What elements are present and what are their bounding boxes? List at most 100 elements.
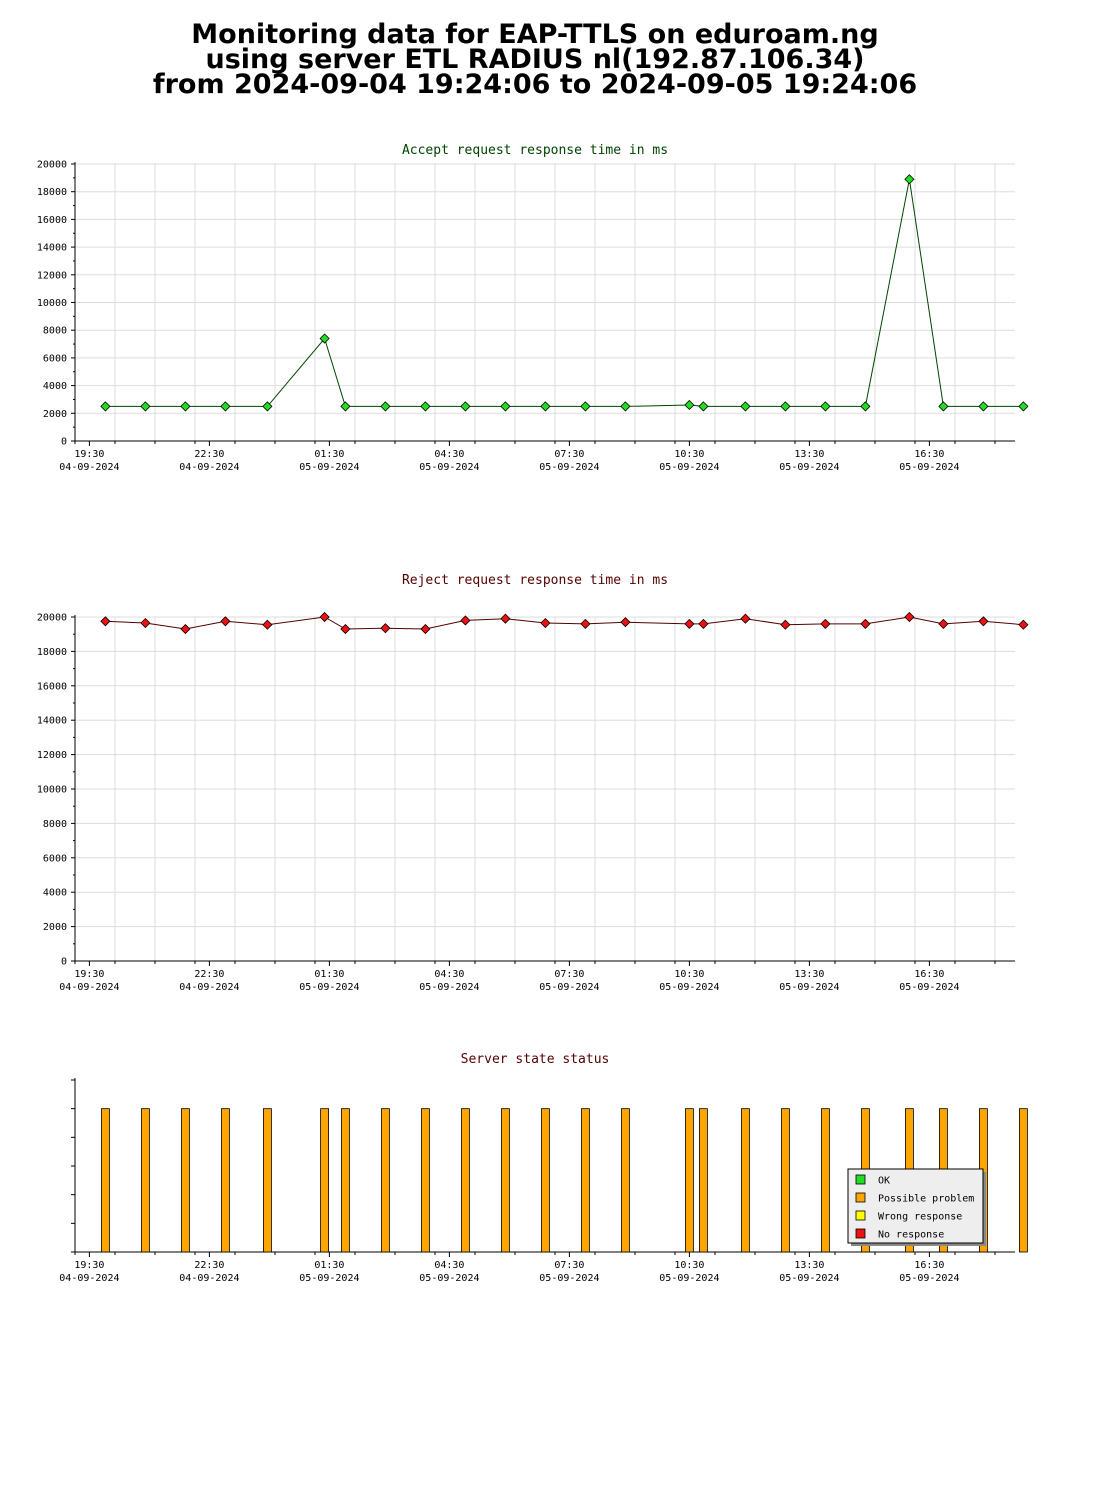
status-bar bbox=[741, 1108, 750, 1253]
data-point-accept bbox=[319, 333, 330, 344]
x-tick-label-time: 16:30 bbox=[914, 449, 944, 460]
x-tick-label-date: 05-09-2024 bbox=[899, 1273, 959, 1284]
x-tick-label-date: 05-09-2024 bbox=[779, 1273, 839, 1284]
data-point-reject bbox=[460, 615, 471, 626]
data-point-accept bbox=[540, 401, 551, 412]
accept-response-time-chart: Accept request response time in ms 0 2000 4… bbox=[37, 143, 1029, 473]
data-point-accept bbox=[220, 401, 231, 412]
page-title-line-2: using server ETL RADIUS nl(192.87.106.34… bbox=[205, 44, 865, 75]
data-point-reject bbox=[698, 618, 709, 629]
data-point-accept bbox=[140, 401, 151, 412]
y-tick-label: 8000 bbox=[43, 326, 67, 337]
x-tick-label-date: 05-09-2024 bbox=[419, 462, 479, 473]
series-line-reject bbox=[105, 616, 1024, 630]
x-tick-label-time: 16:30 bbox=[914, 1260, 944, 1271]
x-tick-label-time: 07:30 bbox=[554, 1260, 584, 1271]
status-bar bbox=[180, 1108, 190, 1253]
y-tick-label: 16000 bbox=[37, 681, 67, 692]
y-tick-label: 2000 bbox=[43, 922, 67, 933]
data-point-accept bbox=[904, 174, 915, 185]
data-point-reject bbox=[500, 613, 511, 624]
legend-label: No response bbox=[878, 1230, 944, 1241]
status-bar bbox=[140, 1108, 150, 1253]
data-point-accept bbox=[820, 401, 831, 412]
y-tick-label: 14000 bbox=[37, 716, 67, 727]
data-point-accept bbox=[1018, 401, 1029, 412]
y-tick-label: 12000 bbox=[37, 270, 67, 281]
status-bar bbox=[781, 1108, 790, 1253]
data-point-accept bbox=[460, 401, 471, 412]
status-bar bbox=[420, 1108, 430, 1253]
x-tick-label-time: 07:30 bbox=[554, 969, 584, 980]
x-tick-label-date: 05-09-2024 bbox=[299, 982, 359, 993]
x-tick-label-time: 04:30 bbox=[434, 449, 464, 460]
legend-label: Possible problem bbox=[878, 1194, 974, 1205]
x-tick-label-date: 05-09-2024 bbox=[299, 462, 359, 473]
data-point-accept bbox=[180, 401, 191, 412]
y-tick-label: 20000 bbox=[37, 160, 67, 171]
legend-label: OK bbox=[878, 1176, 890, 1187]
page-title-line-3: from 2024-09-04 19:24:06 to 2024-09-05 1… bbox=[152, 69, 918, 100]
x-tick-label-time: 10:30 bbox=[674, 1260, 704, 1271]
x-tick-label-date: 04-09-2024 bbox=[179, 982, 239, 993]
data-point-accept bbox=[500, 401, 511, 412]
y-tick-label: 6000 bbox=[43, 353, 67, 364]
data-point-accept bbox=[684, 399, 695, 411]
y-tick-label: 12000 bbox=[37, 750, 67, 761]
x-tick-label-time: 01:30 bbox=[314, 969, 344, 980]
status-bar bbox=[581, 1108, 590, 1253]
chart-title-status: Server state status bbox=[461, 1052, 610, 1067]
data-point-reject bbox=[860, 618, 871, 629]
status-bar bbox=[821, 1108, 830, 1253]
status-bar bbox=[500, 1108, 510, 1253]
status-bar bbox=[340, 1108, 350, 1253]
legend-box bbox=[847, 1168, 984, 1244]
data-point-reject bbox=[540, 617, 551, 629]
status-bar bbox=[320, 1108, 330, 1253]
data-point-accept bbox=[380, 401, 391, 412]
chart-title-reject: Reject request response time in ms bbox=[402, 573, 668, 588]
data-point-reject bbox=[100, 616, 111, 627]
status-bar bbox=[699, 1108, 708, 1253]
status-bar bbox=[262, 1108, 272, 1253]
data-point-accept bbox=[938, 401, 949, 412]
x-tick-label-date: 05-09-2024 bbox=[419, 1273, 479, 1284]
data-point-reject bbox=[620, 617, 631, 628]
status-bar bbox=[1019, 1108, 1028, 1253]
data-point-reject bbox=[978, 616, 989, 627]
data-point-accept bbox=[100, 401, 111, 412]
x-tick-label-time: 19:30 bbox=[74, 1260, 104, 1271]
legend-swatch bbox=[855, 1192, 866, 1203]
y-tick-label: 0 bbox=[61, 957, 67, 968]
server-state-status-chart: Server state status 19:30 04-09-2024 22:30 0… bbox=[59, 1052, 1028, 1284]
data-point-accept bbox=[340, 401, 351, 412]
data-point-accept bbox=[978, 401, 989, 412]
data-point-reject bbox=[780, 619, 791, 630]
x-tick-label-date: 05-09-2024 bbox=[539, 462, 599, 473]
data-point-accept bbox=[698, 401, 709, 412]
data-point-reject bbox=[420, 623, 431, 635]
status-bar bbox=[380, 1108, 390, 1253]
x-tick-label-time: 07:30 bbox=[554, 449, 584, 460]
x-tick-label-date: 05-09-2024 bbox=[299, 1273, 359, 1284]
data-point-reject bbox=[340, 623, 351, 635]
x-tick-label-time: 22:30 bbox=[194, 969, 224, 980]
x-tick-label-date: 04-09-2024 bbox=[59, 1273, 119, 1284]
x-tick-label-date: 05-09-2024 bbox=[899, 982, 959, 993]
status-bar bbox=[460, 1108, 470, 1253]
x-tick-label-date: 05-09-2024 bbox=[659, 982, 719, 993]
data-point-reject bbox=[938, 618, 949, 629]
legend-label: Wrong response bbox=[878, 1212, 962, 1223]
x-tick-label-time: 10:30 bbox=[674, 969, 704, 980]
status-bar bbox=[621, 1108, 630, 1253]
y-tick-label: 4000 bbox=[43, 381, 67, 392]
x-tick-label-time: 19:30 bbox=[74, 449, 104, 460]
x-tick-label-time: 04:30 bbox=[434, 1260, 464, 1271]
data-point-reject bbox=[220, 616, 231, 627]
x-tick-label-date: 04-09-2024 bbox=[59, 982, 119, 993]
x-tick-label-time: 22:30 bbox=[194, 1260, 224, 1271]
reject-response-time-chart: Reject request response time in ms 0 2000 4… bbox=[37, 573, 1029, 993]
data-point-reject bbox=[580, 618, 591, 629]
page-title-line-1: Monitoring data for EAP-TTLS on eduroam.… bbox=[191, 19, 879, 50]
status-bar bbox=[541, 1108, 550, 1253]
